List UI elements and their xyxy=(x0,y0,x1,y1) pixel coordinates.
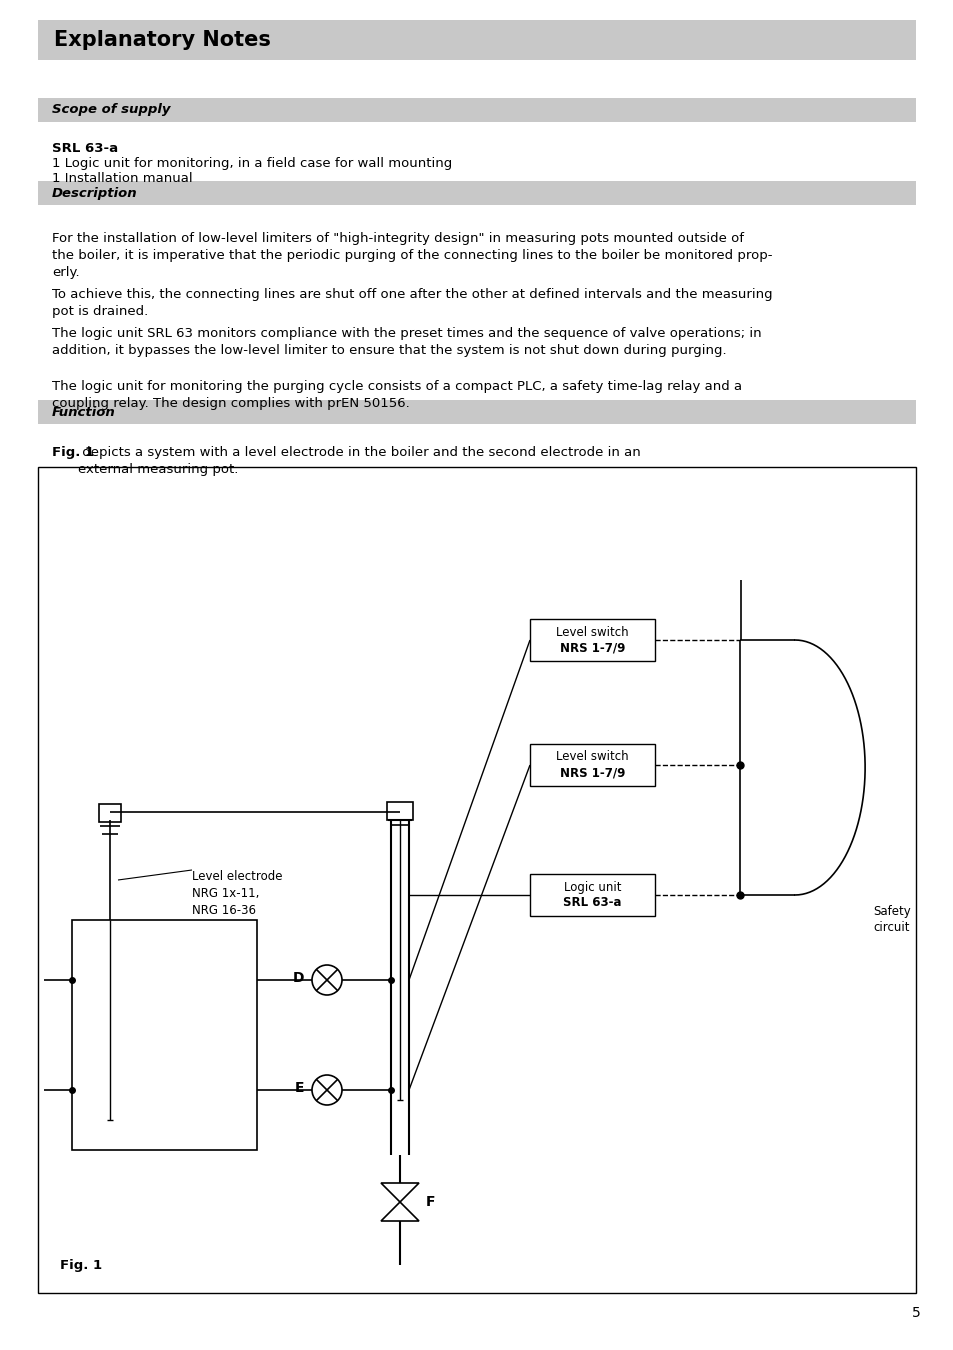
Text: Fig. 1: Fig. 1 xyxy=(60,1260,102,1272)
Bar xyxy=(71,919,256,1150)
Text: F: F xyxy=(426,1195,435,1210)
Bar xyxy=(38,467,915,1293)
Bar xyxy=(38,181,915,205)
Text: The logic unit for monitoring the purging cycle consists of a compact PLC, a saf: The logic unit for monitoring the purgin… xyxy=(52,379,741,410)
Text: 5: 5 xyxy=(911,1305,920,1320)
Bar xyxy=(530,744,655,786)
Text: Level switch: Level switch xyxy=(556,751,628,764)
Text: E: E xyxy=(294,1081,304,1095)
Text: Level electrode
NRG 1x-11,
NRG 16-36: Level electrode NRG 1x-11, NRG 16-36 xyxy=(192,869,282,917)
Bar xyxy=(38,400,915,424)
Text: NRS 1-7/9: NRS 1-7/9 xyxy=(559,641,624,655)
Text: Level switch: Level switch xyxy=(556,625,628,639)
Text: SRL 63-a: SRL 63-a xyxy=(562,896,621,910)
Text: Explanatory Notes: Explanatory Notes xyxy=(54,30,271,50)
Text: Fig. 1: Fig. 1 xyxy=(52,446,94,459)
Text: D: D xyxy=(293,971,304,986)
Text: NRS 1-7/9: NRS 1-7/9 xyxy=(559,767,624,779)
Text: Logic unit: Logic unit xyxy=(563,880,620,894)
Text: To achieve this, the connecting lines are shut off one after the other at define: To achieve this, the connecting lines ar… xyxy=(52,288,772,319)
Bar xyxy=(99,805,121,822)
Bar xyxy=(38,20,915,59)
Bar xyxy=(387,802,413,819)
Bar xyxy=(530,620,655,661)
Text: Scope of supply: Scope of supply xyxy=(52,104,171,116)
Bar xyxy=(38,99,915,122)
Text: The logic unit SRL 63 monitors compliance with the preset times and the sequence: The logic unit SRL 63 monitors complianc… xyxy=(52,327,760,356)
Text: Function: Function xyxy=(52,405,115,418)
Text: 1 Logic unit for monitoring, in a field case for wall mounting: 1 Logic unit for monitoring, in a field … xyxy=(52,157,452,170)
Text: Description: Description xyxy=(52,186,137,200)
Text: For the installation of low-level limiters of "high-integrity design" in measuri: For the installation of low-level limite… xyxy=(52,232,772,279)
Text: SRL 63-a: SRL 63-a xyxy=(52,142,118,155)
Text: 1 Installation manual: 1 Installation manual xyxy=(52,171,193,185)
Text: Safety
circuit: Safety circuit xyxy=(872,904,910,934)
Text: depicts a system with a level electrode in the boiler and the second electrode i: depicts a system with a level electrode … xyxy=(78,446,640,477)
Bar xyxy=(530,873,655,917)
